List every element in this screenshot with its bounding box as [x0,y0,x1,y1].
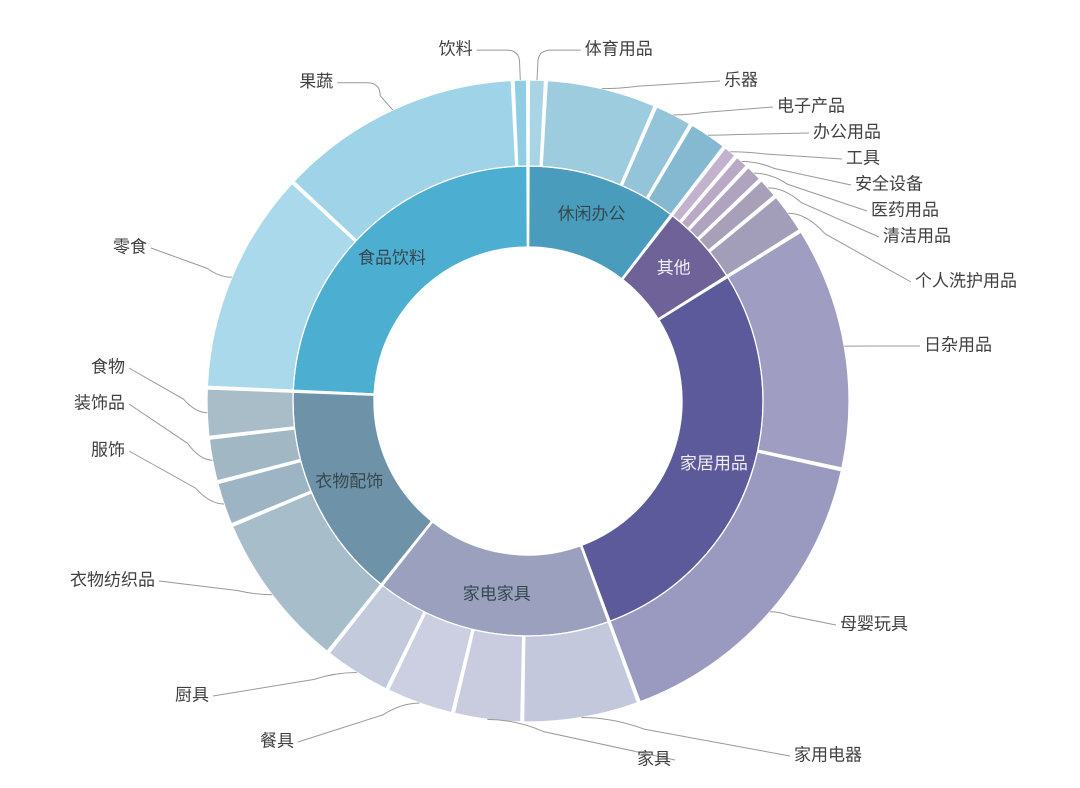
svg-text:装饰品: 装饰品 [74,393,125,412]
svg-text:衣物纺织品: 衣物纺织品 [70,570,155,589]
svg-text:食品饮料: 食品饮料 [358,249,426,268]
svg-text:乐器: 乐器 [724,70,758,89]
svg-text:家具: 家具 [637,749,671,768]
svg-text:家居用品: 家居用品 [680,454,748,473]
svg-text:果蔬: 果蔬 [299,72,333,91]
svg-text:零食: 零食 [113,237,147,256]
svg-text:母婴玩具: 母婴玩具 [840,614,908,633]
svg-text:医药用品: 医药用品 [871,200,939,219]
svg-text:体育用品: 体育用品 [585,40,653,59]
svg-text:饮料: 饮料 [439,40,473,59]
svg-text:个人洗护用品: 个人洗护用品 [915,271,1017,290]
svg-text:服饰: 服饰 [91,440,125,459]
svg-text:电子产品: 电子产品 [777,96,845,115]
svg-text:日杂用品: 日杂用品 [924,335,992,354]
svg-text:清洁用品: 清洁用品 [883,226,951,245]
svg-text:衣物配饰: 衣物配饰 [315,472,383,491]
svg-text:办公用品: 办公用品 [813,122,881,141]
svg-text:厨具: 厨具 [175,685,209,704]
svg-text:其他: 其他 [657,259,691,278]
svg-text:食物: 食物 [91,357,125,376]
svg-text:工具: 工具 [846,148,880,167]
svg-text:安全设备: 安全设备 [855,174,923,193]
svg-text:餐具: 餐具 [260,731,294,750]
svg-text:休闲办公: 休闲办公 [558,204,626,223]
svg-text:家电家具: 家电家具 [463,584,531,603]
svg-text:家用电器: 家用电器 [794,745,862,764]
